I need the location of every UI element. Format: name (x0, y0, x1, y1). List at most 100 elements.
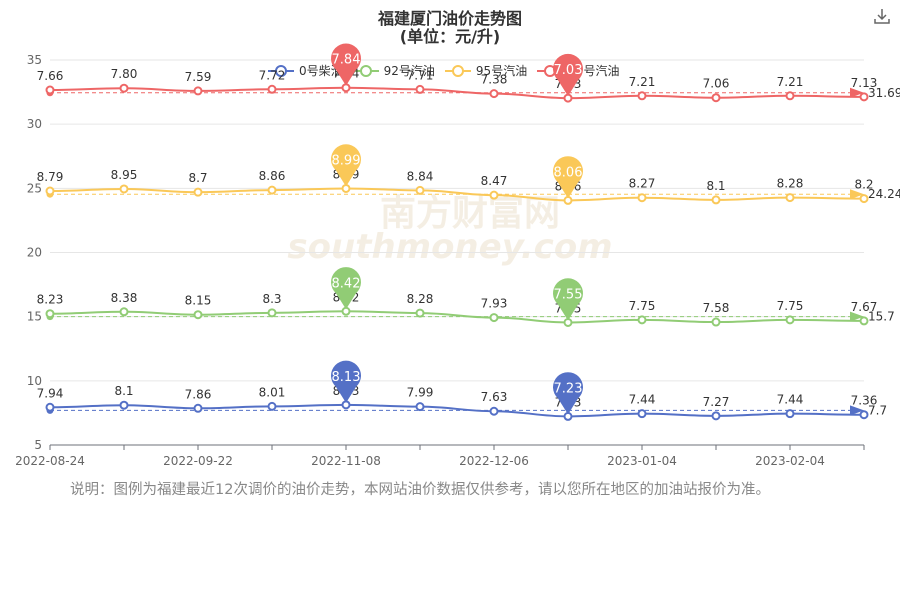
legend-label: 0号柴油 (299, 64, 343, 78)
min-marker-shape (553, 278, 584, 321)
x-tick-label: 2022-12-06 (459, 454, 529, 468)
data-point (45, 402, 55, 412)
y-tick-label: 20 (27, 246, 42, 260)
data-point (193, 187, 203, 197)
min-marker-label: 7.23 (554, 381, 583, 396)
legend-item[interactable]: 92号汽油 (352, 62, 435, 79)
data-point (119, 83, 129, 93)
data-point (193, 403, 203, 413)
data-label: 7.44 (629, 393, 656, 407)
max-marker-label: 8.42 (332, 276, 361, 291)
legend-label: 95号汽油 (475, 64, 528, 78)
download-icon[interactable] (872, 6, 892, 26)
data-label: 8.1 (706, 179, 725, 193)
data-label: 8.86 (259, 169, 286, 183)
chart-legend: 0号柴油 92号汽油 95号汽油 89号汽油 (268, 62, 619, 79)
min-marker-shape (553, 156, 583, 199)
min-marker-label: 7.03 (554, 63, 583, 78)
data-label: 7.72 (259, 68, 286, 82)
data-point (119, 307, 129, 317)
data-point (785, 91, 795, 101)
average-label: 24.24 (868, 187, 900, 201)
y-tick-label: 10 (27, 374, 42, 388)
data-point (637, 315, 647, 325)
data-point (637, 193, 647, 203)
data-point (119, 184, 129, 194)
data-point (415, 402, 425, 412)
data-point (711, 93, 721, 103)
series-line (49, 403, 865, 418)
data-label: 8.38 (111, 291, 138, 305)
data-label: 8.7 (188, 171, 207, 185)
data-point (415, 84, 425, 94)
legend-item[interactable]: 0号柴油 (268, 62, 343, 79)
data-point (637, 409, 647, 419)
max-marker-label: 7.84 (332, 53, 361, 68)
data-label: 8.15 (185, 294, 212, 308)
x-tick-label: 2023-02-04 (755, 454, 825, 468)
data-label: 7.80 (111, 67, 138, 81)
legend-item[interactable]: 95号汽油 (444, 62, 528, 79)
legend-marker-icon (444, 64, 471, 77)
data-point (45, 309, 55, 319)
max-marker: 7.84 (331, 43, 362, 86)
data-point (785, 193, 795, 203)
data-label: 7.99 (407, 386, 434, 400)
data-label: 7.59 (185, 70, 212, 84)
max-marker: 8.13 (331, 360, 362, 403)
max-marker: 8.42 (331, 267, 362, 310)
data-point (785, 409, 795, 419)
max-marker: 8.99 (331, 144, 362, 187)
chart-subtitle: (单位：元/升) (399, 27, 501, 46)
data-label: 7.06 (703, 77, 730, 91)
data-point (859, 194, 869, 204)
data-point (489, 190, 499, 200)
x-tick-label: 2022-08-24 (15, 454, 85, 468)
data-label: 7.27 (703, 395, 730, 409)
data-point (415, 308, 425, 318)
data-point (489, 313, 499, 323)
data-point (489, 89, 499, 99)
data-label: 8.3 (262, 292, 281, 306)
data-point (267, 401, 277, 411)
data-point (711, 411, 721, 421)
min-marker: 7.55 (553, 278, 584, 321)
data-point (785, 315, 795, 325)
min-marker-label: 7.55 (554, 287, 583, 302)
average-arrow (850, 87, 864, 98)
x-tick-label: 2023-01-04 (607, 454, 677, 468)
data-label: 7.21 (777, 75, 804, 89)
x-tick-label: 2022-09-22 (163, 454, 233, 468)
data-label: 7.93 (481, 297, 508, 311)
chart-note: 说明：图例为福建最近12次调价的油价走势，本网站油价数据仅供参考，请以您所在地区… (70, 482, 770, 498)
watermark-text: southmoney.com (287, 227, 612, 267)
x-tick-label: 2022-11-08 (311, 454, 381, 468)
data-point (859, 316, 869, 326)
data-point (119, 400, 129, 410)
data-point (711, 317, 721, 327)
data-label: 8.28 (407, 292, 434, 306)
data-label: 7.67 (851, 300, 878, 314)
min-marker: 7.03 (553, 53, 583, 97)
data-point (859, 410, 869, 420)
y-tick-label: 5 (34, 438, 42, 452)
max-marker-shape (331, 360, 362, 403)
data-point (267, 185, 277, 195)
data-label: 8.28 (777, 177, 804, 191)
average-label: 31.69 (868, 86, 900, 100)
legend-label: 92号汽油 (383, 64, 435, 78)
chart-title: 福建厦门油价走势图 (377, 9, 522, 28)
data-label: 8.79 (37, 170, 64, 184)
data-label: 8.27 (629, 177, 656, 191)
data-label: 7.75 (777, 299, 804, 313)
average-label: 7.7 (868, 403, 887, 417)
data-point (267, 308, 277, 318)
y-tick-label: 35 (27, 53, 42, 67)
min-marker: 7.23 (553, 372, 584, 415)
data-label: 7.71 (407, 68, 434, 82)
series-line (49, 86, 865, 100)
data-point (711, 195, 721, 205)
min-marker-label: 8.06 (554, 165, 583, 180)
data-point (193, 86, 203, 96)
